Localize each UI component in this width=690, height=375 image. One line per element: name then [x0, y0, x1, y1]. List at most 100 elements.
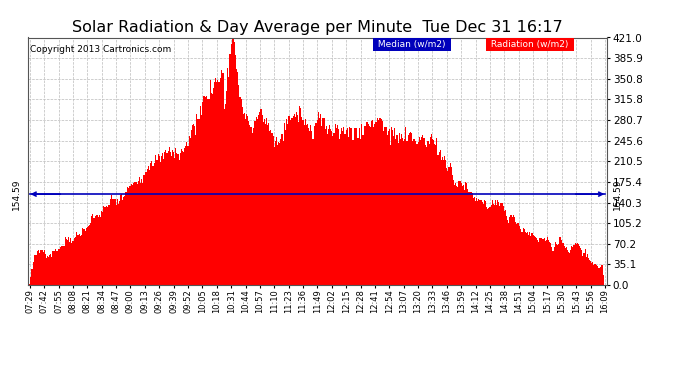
- Bar: [436, 138, 437, 285]
- Bar: [304, 124, 305, 285]
- Bar: [586, 254, 588, 285]
- Bar: [128, 188, 129, 285]
- Bar: [486, 207, 487, 285]
- Bar: [291, 118, 293, 285]
- Bar: [346, 128, 348, 285]
- Bar: [214, 82, 215, 285]
- Bar: [250, 127, 252, 285]
- Bar: [228, 76, 230, 285]
- Bar: [404, 139, 405, 285]
- Bar: [297, 116, 298, 285]
- Bar: [546, 240, 547, 285]
- Bar: [597, 266, 598, 285]
- Bar: [248, 121, 249, 285]
- Bar: [505, 210, 506, 285]
- Bar: [528, 235, 529, 285]
- Bar: [60, 247, 61, 285]
- Bar: [433, 140, 434, 285]
- Bar: [58, 249, 59, 285]
- Bar: [274, 147, 275, 285]
- Bar: [578, 244, 579, 285]
- Bar: [157, 154, 159, 285]
- Bar: [153, 166, 155, 285]
- Bar: [160, 162, 161, 285]
- Bar: [516, 224, 517, 285]
- Bar: [511, 217, 513, 285]
- Bar: [441, 160, 442, 285]
- Bar: [236, 69, 237, 285]
- Bar: [496, 205, 497, 285]
- Bar: [383, 131, 384, 285]
- Bar: [107, 207, 108, 285]
- Bar: [87, 227, 88, 285]
- Bar: [428, 144, 430, 285]
- Bar: [386, 135, 388, 285]
- Bar: [415, 141, 416, 285]
- Bar: [52, 251, 54, 285]
- Bar: [598, 268, 599, 285]
- Bar: [226, 91, 227, 285]
- Bar: [579, 246, 580, 285]
- Bar: [173, 153, 174, 285]
- Bar: [448, 167, 450, 285]
- Bar: [319, 118, 320, 285]
- Bar: [276, 136, 277, 285]
- Bar: [233, 38, 234, 285]
- Bar: [270, 130, 271, 285]
- Bar: [412, 141, 413, 285]
- Bar: [349, 127, 350, 285]
- Bar: [188, 136, 190, 285]
- Bar: [494, 205, 495, 285]
- Bar: [170, 152, 171, 285]
- Bar: [476, 198, 477, 285]
- Bar: [185, 146, 186, 285]
- Bar: [456, 186, 457, 285]
- Bar: [37, 251, 38, 285]
- Text: Median (w/m2): Median (w/m2): [375, 40, 448, 49]
- Bar: [295, 117, 296, 285]
- Bar: [294, 114, 295, 285]
- Bar: [39, 254, 40, 285]
- Bar: [381, 119, 382, 285]
- Bar: [467, 189, 469, 285]
- Bar: [271, 133, 273, 285]
- Bar: [92, 214, 93, 285]
- Bar: [254, 121, 255, 285]
- Bar: [129, 186, 130, 285]
- Bar: [201, 102, 203, 285]
- Bar: [263, 122, 264, 285]
- Bar: [106, 206, 107, 285]
- Bar: [260, 108, 262, 285]
- Bar: [475, 201, 476, 285]
- Bar: [249, 125, 250, 285]
- Bar: [526, 234, 527, 285]
- Bar: [394, 128, 395, 285]
- Bar: [420, 140, 421, 285]
- Bar: [149, 170, 150, 285]
- Bar: [379, 118, 380, 285]
- Bar: [102, 211, 103, 285]
- Bar: [66, 239, 67, 285]
- Bar: [473, 198, 474, 285]
- Bar: [337, 125, 338, 285]
- Bar: [462, 186, 463, 285]
- Bar: [210, 93, 212, 285]
- Bar: [264, 120, 265, 285]
- Bar: [366, 122, 368, 285]
- Bar: [568, 252, 569, 285]
- Bar: [175, 148, 177, 285]
- Bar: [256, 117, 257, 285]
- Bar: [360, 139, 361, 285]
- Bar: [550, 243, 551, 285]
- Bar: [570, 250, 571, 285]
- Bar: [288, 116, 289, 285]
- Bar: [93, 217, 95, 285]
- Bar: [38, 250, 39, 285]
- Bar: [48, 258, 49, 285]
- Bar: [400, 139, 401, 285]
- Bar: [458, 181, 460, 285]
- Bar: [553, 246, 555, 285]
- Bar: [322, 118, 324, 285]
- Bar: [130, 186, 131, 285]
- Bar: [368, 124, 369, 285]
